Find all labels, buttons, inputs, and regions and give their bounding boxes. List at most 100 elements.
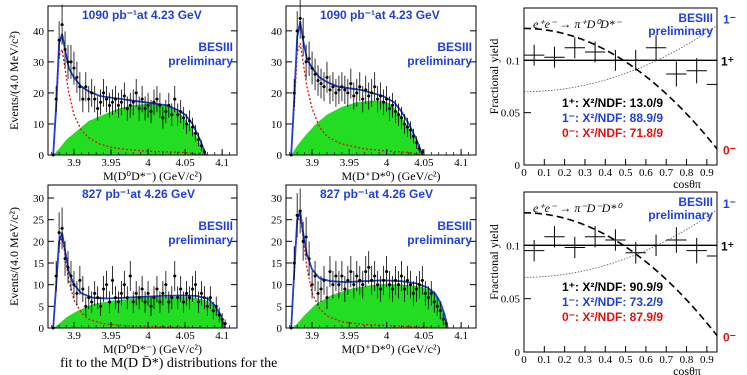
besiii-label: BESIII	[437, 219, 472, 233]
signal-curve	[52, 47, 206, 156]
data-point	[167, 103, 171, 107]
x-tick-label: 4	[145, 330, 151, 342]
x-tick-label: 3.95	[101, 330, 121, 342]
besiii-label: BESIII	[437, 40, 472, 54]
data-point	[319, 287, 323, 291]
data-point	[66, 60, 70, 64]
y-tick-label: 10	[33, 280, 45, 292]
preliminary-label: preliminary	[407, 54, 472, 68]
data-point	[379, 287, 383, 291]
x-tick-label: 0.2	[558, 167, 572, 179]
data-point	[167, 300, 171, 304]
data-point	[191, 287, 195, 291]
data-point	[131, 100, 135, 104]
panel-mass-tc	[285, 0, 477, 157]
caption-text: fit to the M(D D̄*) distributions for th…	[60, 356, 278, 371]
data-point	[328, 270, 332, 274]
data-point	[367, 265, 371, 269]
data-point	[179, 110, 183, 114]
y-tick-label: 20	[33, 88, 45, 100]
data-point	[211, 309, 215, 313]
data-point	[331, 85, 335, 89]
data-point	[149, 304, 153, 308]
data-point	[158, 300, 162, 304]
data-point	[113, 296, 117, 300]
data-point	[108, 103, 112, 107]
x-tick-label: 0.7	[659, 354, 673, 366]
data-point	[292, 91, 296, 95]
data-point	[307, 257, 311, 261]
data-point	[391, 287, 395, 291]
data-point	[143, 300, 147, 304]
plot-frame	[47, 5, 238, 156]
fit-legend-entry: 0⁻: X²/NDF: 87.9/9	[562, 310, 663, 324]
data-point	[340, 274, 344, 278]
x-tick-label: 0	[521, 354, 527, 366]
data-point	[84, 85, 88, 89]
data-point	[102, 91, 106, 95]
data-point	[173, 274, 177, 278]
y-tick-label: 10	[33, 119, 45, 131]
y-tick-label: 0.1	[506, 55, 520, 67]
data-point	[205, 304, 209, 308]
data-point	[108, 300, 112, 304]
data-point	[105, 283, 109, 287]
x-tick-label: 0.5	[619, 167, 633, 179]
data-point	[397, 283, 401, 287]
data-point	[185, 122, 189, 126]
data-point	[411, 134, 415, 138]
x-tick-label: 0.4	[598, 354, 612, 366]
y-axis-label: Fractional yield	[487, 224, 501, 300]
data-point	[432, 300, 436, 304]
data-point	[137, 106, 141, 110]
y-tick-label: 0	[515, 347, 521, 359]
data-point	[81, 97, 85, 101]
data-point	[75, 291, 79, 295]
data-point	[122, 283, 126, 287]
data-point	[352, 94, 356, 98]
panel-mass-tl	[47, 4, 238, 157]
data-point	[405, 125, 409, 129]
data-point	[310, 283, 314, 287]
y-tick-label: 15	[33, 258, 45, 270]
background-fill	[53, 296, 226, 328]
data-point	[322, 85, 326, 89]
data-point	[397, 113, 401, 117]
data-point	[391, 103, 395, 107]
panel-mass-bl	[47, 184, 238, 330]
data-point	[69, 274, 73, 278]
data-point	[143, 106, 147, 110]
data-point	[399, 116, 403, 120]
data-point	[99, 100, 103, 104]
data-point	[96, 296, 100, 300]
data-point	[125, 296, 129, 300]
background-fill	[53, 103, 206, 155]
data-point	[414, 141, 418, 145]
y-tick-label: 0.05	[501, 108, 521, 120]
fit-legend-entry: 0⁻: X²/NDF: 71.8/9	[562, 126, 663, 140]
data-point	[116, 300, 120, 304]
data-point	[343, 88, 347, 92]
data-point	[63, 257, 67, 261]
data-point	[116, 103, 120, 107]
x-axis-label: cosθπ	[673, 177, 701, 191]
data-point	[414, 287, 418, 291]
data-point	[193, 131, 197, 135]
x-tick-label: 0.2	[558, 354, 572, 366]
data-point	[417, 283, 421, 287]
data-point	[307, 57, 311, 61]
plot-frame	[47, 184, 238, 329]
y-tick-label: 0	[277, 150, 283, 162]
besiii-label: BESIII	[198, 219, 233, 233]
data-point	[164, 110, 168, 114]
y-tick-label: 10	[271, 119, 283, 131]
data-point	[161, 291, 165, 295]
data-point	[367, 94, 371, 98]
x-tick-label: 0.1	[537, 354, 551, 366]
data-point	[119, 291, 123, 295]
data-point	[54, 97, 58, 101]
data-point	[220, 317, 224, 321]
x-tick-label: 0.8	[680, 354, 694, 366]
data-point	[441, 317, 445, 321]
data-point	[435, 304, 439, 308]
